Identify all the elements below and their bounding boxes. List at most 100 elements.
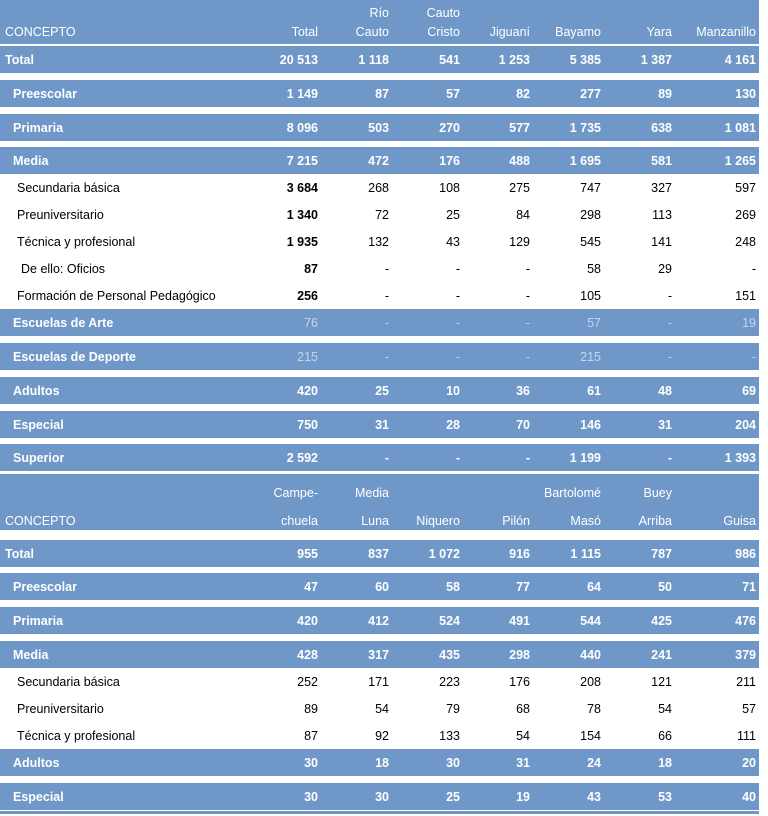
row-value: 47 — [304, 580, 318, 594]
row-value: 72 — [375, 208, 389, 222]
row-value: 151 — [735, 289, 756, 303]
row-value: - — [751, 262, 756, 276]
row-value: 425 — [651, 614, 672, 628]
header-col-line2: Guisa — [723, 514, 756, 528]
row-value: - — [455, 262, 460, 276]
row-value: 20 513 — [279, 53, 318, 67]
row-value: 223 — [439, 675, 460, 689]
header-col-line2: Manzanillo — [696, 25, 756, 39]
row-value: 121 — [651, 675, 672, 689]
row-value: 30 — [304, 790, 318, 804]
row-value: - — [525, 451, 530, 465]
row-value: 5 385 — [569, 53, 601, 67]
row-value: 54 — [516, 729, 530, 743]
row-label: Total — [5, 547, 34, 561]
row-value: 7 215 — [286, 154, 318, 168]
row-value: 211 — [736, 675, 756, 689]
row-value: 57 — [587, 316, 601, 330]
row-label: Media — [13, 154, 49, 168]
table-row: Adultos 420 25 10 36 61 48 69 — [0, 377, 759, 404]
table-row: Preescolar 47 60 58 77 64 50 71 — [0, 573, 759, 600]
table-row: Formación de Personal Pedagógico 256 - - - 10… — [0, 282, 759, 309]
row-value: 129 — [509, 235, 530, 249]
row-value: 154 — [580, 729, 601, 743]
row-value: 750 — [297, 418, 318, 432]
row-value: 28 — [446, 418, 460, 432]
header-col-line1: Río — [369, 6, 389, 20]
row-value: - — [384, 289, 389, 303]
row-value: 58 — [587, 262, 601, 276]
row-value: 111 — [736, 729, 756, 743]
row-value: - — [455, 316, 460, 330]
table-row: Superior 2 592 - - - 1 199 - 1 393 — [0, 444, 759, 471]
row-value: - — [384, 262, 389, 276]
table-row: Primaria 420 412 524 491 544 425 476 — [0, 607, 759, 634]
row-label: Total — [5, 53, 34, 67]
row-value: 48 — [658, 384, 672, 398]
row-value: 89 — [304, 702, 318, 716]
row-value: 577 — [509, 121, 530, 135]
row-value: 298 — [580, 208, 601, 222]
row-value: 208 — [580, 675, 601, 689]
row-value: 53 — [658, 790, 672, 804]
row-value: 1 340 — [286, 208, 318, 222]
table-row: Especial 30 30 25 19 43 53 40 — [0, 783, 759, 810]
row-label: Secundaria básica — [17, 675, 120, 689]
header-concepto: CONCEPTO — [5, 514, 76, 528]
row-value: 545 — [580, 235, 601, 249]
table-row: Total 20 513 1 118 541 1 253 5 385 1 387 4 161 — [0, 46, 759, 73]
row-value: 747 — [580, 181, 601, 195]
header-col-line2: Pilón — [502, 514, 530, 528]
row-value: 435 — [439, 648, 460, 662]
row-value: 57 — [742, 702, 756, 716]
row-label: Primaria — [13, 614, 64, 628]
row-value: 76 — [304, 316, 318, 330]
row-value: 1 149 — [286, 87, 318, 101]
header-col-line2: Niquero — [416, 514, 460, 528]
row-value: 71 — [742, 580, 756, 594]
header-col-line1: Cauto — [426, 6, 460, 20]
table-row: Media 428 317 435 298 440 241 379 — [0, 641, 759, 668]
row-value: 54 — [658, 702, 672, 716]
row-value: 298 — [509, 648, 530, 662]
row-label: Media — [13, 648, 49, 662]
row-value: 25 — [375, 384, 389, 398]
row-value: 18 — [658, 756, 672, 770]
row-value: 1 081 — [724, 121, 756, 135]
header-col-line1: Media — [354, 486, 389, 500]
table-header: CONCEPTO Total Río Cauto Cauto Cristo Jiguaní B… — [0, 0, 759, 44]
header-col-line2: Total — [291, 25, 318, 39]
header-col-line2: Yara — [646, 25, 672, 39]
row-value: 955 — [297, 547, 318, 561]
row-label: Adultos — [13, 384, 60, 398]
table-row: Especial 750 31 28 70 146 31 204 — [0, 411, 759, 438]
row-value: 1 695 — [569, 154, 601, 168]
row-value: 270 — [439, 121, 460, 135]
row-value: 89 — [658, 87, 672, 101]
header-col-line2: Arriba — [638, 514, 672, 528]
row-value: 1 072 — [428, 547, 460, 561]
row-value: 544 — [580, 614, 601, 628]
row-value: 30 — [304, 756, 318, 770]
row-label: Primaria — [13, 121, 64, 135]
row-value: 58 — [446, 580, 460, 594]
row-value: 420 — [297, 384, 318, 398]
row-value: 31 — [375, 418, 389, 432]
bottom-rule — [0, 811, 759, 814]
row-value: 54 — [375, 702, 389, 716]
row-value: 1 118 — [358, 53, 389, 67]
row-value: 130 — [735, 87, 756, 101]
row-value: 8 096 — [286, 121, 318, 135]
row-value: 787 — [651, 547, 672, 561]
table-row: Adultos 30 18 30 31 24 18 20 — [0, 749, 759, 776]
row-value: 541 — [439, 53, 460, 67]
row-value: 57 — [446, 87, 460, 101]
table-header: CONCEPTO Campe-chuela Media Luna Niquero Piló… — [0, 474, 759, 530]
row-value: 61 — [587, 384, 601, 398]
row-value: 277 — [580, 87, 601, 101]
row-value: - — [455, 350, 460, 364]
table-row: Preescolar 1 149 87 57 82 277 89 130 — [0, 80, 759, 107]
row-value: 171 — [368, 675, 389, 689]
row-value: 108 — [439, 181, 460, 195]
row-value: 488 — [509, 154, 530, 168]
